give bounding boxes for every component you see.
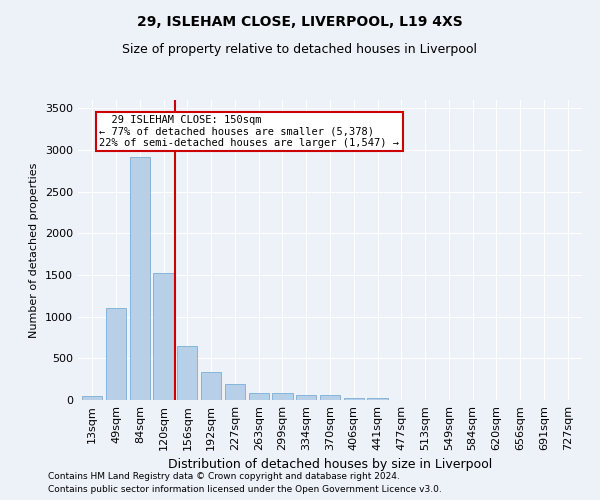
Text: Size of property relative to detached houses in Liverpool: Size of property relative to detached ho… [122, 42, 478, 56]
Bar [130, 156, 150, 400]
Bar [106, 308, 126, 400]
Text: 29, ISLEHAM CLOSE, LIVERPOOL, L19 4XS: 29, ISLEHAM CLOSE, LIVERPOOL, L19 4XS [137, 15, 463, 29]
Bar [82, 396, 103, 400]
Bar [320, 396, 340, 400]
Bar [201, 372, 221, 400]
Bar [248, 392, 269, 400]
X-axis label: Distribution of detached houses by size in Liverpool: Distribution of detached houses by size … [168, 458, 492, 471]
Text: 29 ISLEHAM CLOSE: 150sqm  
← 77% of detached houses are smaller (5,378)
22% of s: 29 ISLEHAM CLOSE: 150sqm ← 77% of detach… [100, 115, 400, 148]
Bar [154, 274, 173, 400]
Bar [296, 396, 316, 400]
Bar [367, 398, 388, 400]
Bar [225, 384, 245, 400]
Bar [272, 392, 293, 400]
Text: Contains HM Land Registry data © Crown copyright and database right 2024.: Contains HM Land Registry data © Crown c… [48, 472, 400, 481]
Text: Contains public sector information licensed under the Open Government Licence v3: Contains public sector information licen… [48, 485, 442, 494]
Bar [344, 398, 364, 400]
Bar [177, 346, 197, 400]
Y-axis label: Number of detached properties: Number of detached properties [29, 162, 40, 338]
